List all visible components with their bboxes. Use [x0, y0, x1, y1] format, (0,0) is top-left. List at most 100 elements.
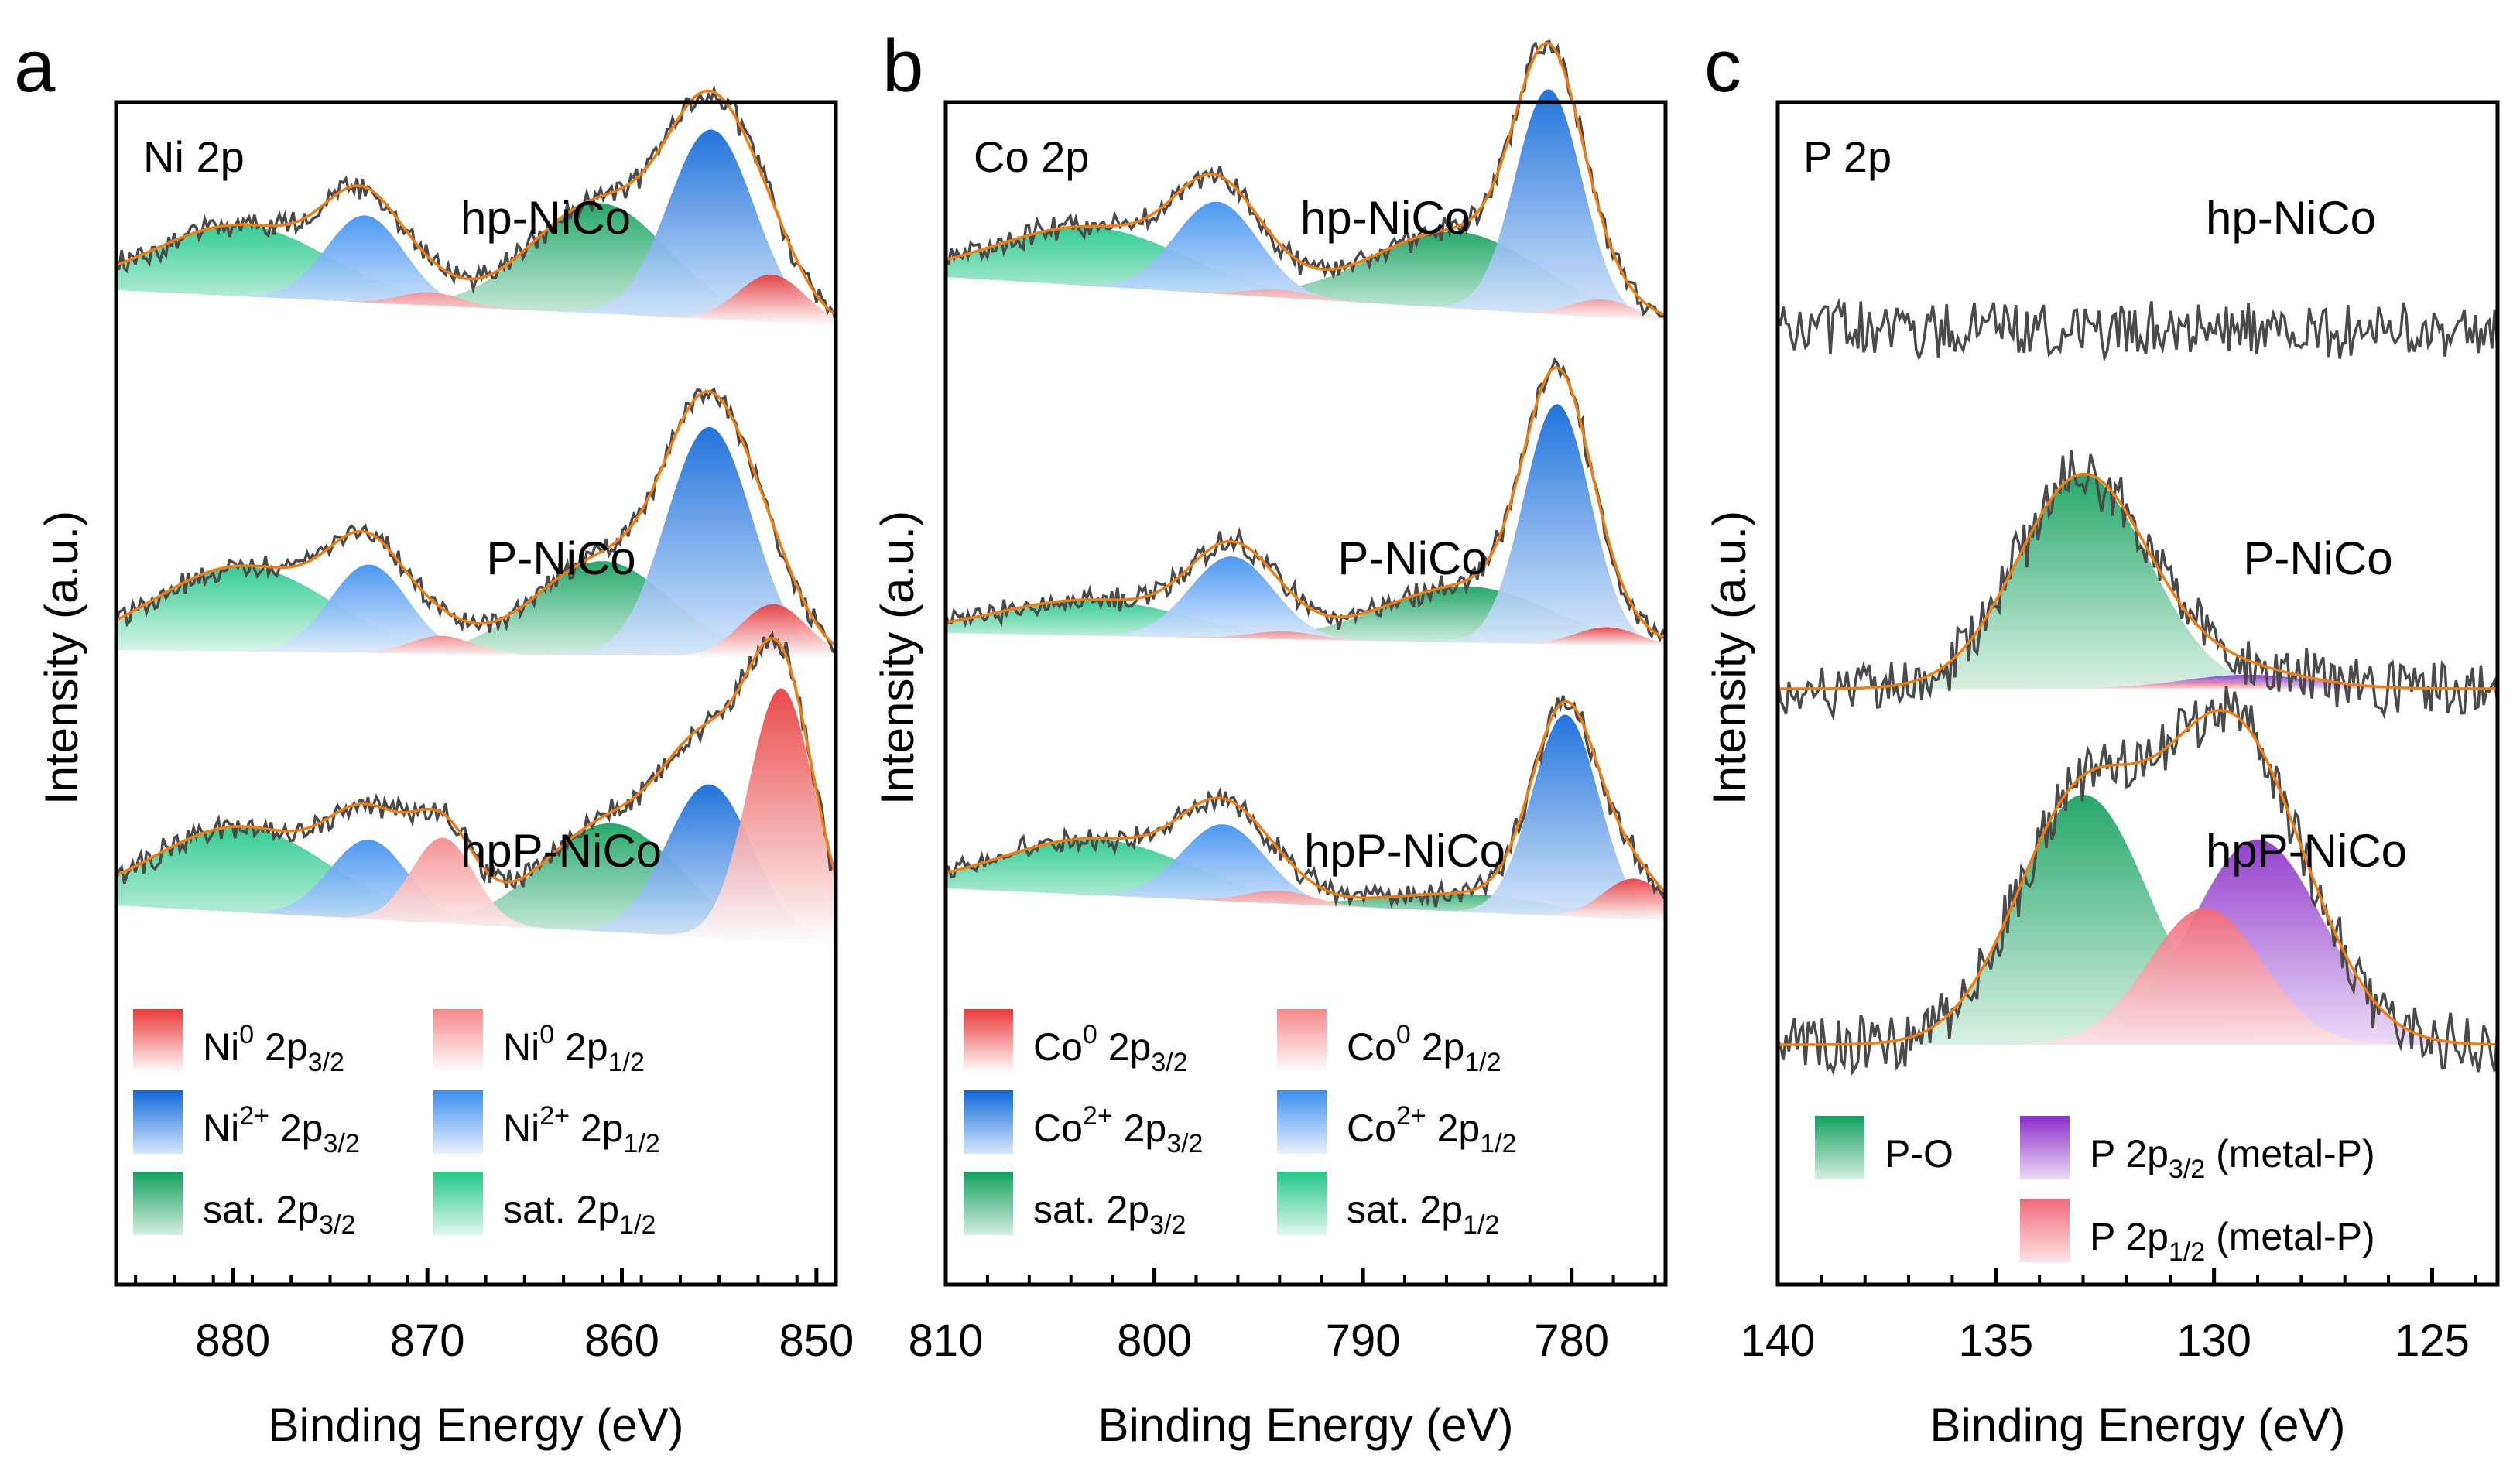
legend-swatch	[964, 1172, 1013, 1235]
x-axis: 880 870 860 850	[134, 1268, 854, 1366]
raw-data-line	[1776, 686, 2499, 1076]
legend-item-ni0-2p3-2: Ni0 2p3/2	[133, 1009, 344, 1077]
legend-item-co2plus-2p1-2: Co2+ 2p1/2	[1277, 1090, 1516, 1158]
legend-item-p-2p1-2-metal-p: P 2p1/2 (metal-P)	[2020, 1199, 2375, 1267]
legend-label: Ni2+ 2p3/2	[203, 1101, 360, 1158]
legend-label: Ni0 2p3/2	[203, 1020, 344, 1077]
panel-b-co2p: b Intensity (a.u.) Co 2p hp-NiCo P-NiCo …	[871, 25, 1668, 1451]
sample-label-hp-nico: hp-NiCo	[1300, 192, 1471, 244]
fit-envelope-line	[1778, 472, 2498, 690]
x-axis: 140 135 130 125	[1741, 1268, 2477, 1366]
raw-data-line	[1776, 297, 2499, 363]
peak-sat-2p1-2	[116, 224, 836, 325]
panel-letter-c: c	[1704, 25, 1741, 108]
legend-item-ni2plus-2p1-2: Ni2+ 2p1/2	[433, 1090, 660, 1158]
tick-label: 860	[584, 1316, 659, 1366]
legend-label: Co0 2p1/2	[1347, 1020, 1501, 1077]
tick-label: 850	[779, 1316, 854, 1366]
legend-label: sat. 2p3/2	[1033, 1188, 1186, 1240]
panel-letter-b: b	[882, 25, 923, 108]
x-axis-label: Binding Energy (eV)	[1930, 1399, 2346, 1451]
panel-title: Co 2p	[974, 132, 1089, 181]
peak-ni0-2p3-2	[116, 274, 836, 325]
tick-label: 810	[909, 1316, 984, 1366]
legend-swatch	[133, 1090, 183, 1154]
peak-ni2plus-2p3-2	[116, 784, 836, 944]
y-axis-label: Intensity (a.u.)	[871, 511, 923, 805]
legend-swatch	[133, 1009, 183, 1073]
tick-label: 780	[1534, 1316, 1609, 1366]
raw-data-line	[944, 357, 1667, 643]
peak-co0-2p3-2	[946, 277, 1666, 321]
legend-label: P-O	[1885, 1132, 1953, 1175]
legend-item-sat-2p1-2: sat. 2p1/2	[433, 1172, 656, 1240]
x-axis-label: Binding Energy (eV)	[269, 1399, 684, 1451]
legend-item-p-o: P-O	[1815, 1116, 1953, 1179]
tick-label: 130	[2176, 1316, 2251, 1366]
legend: Ni0 2p3/2 Ni0 2p1/2 Ni2+ 2p3/2 Ni2+ 2p1/2 sa…	[133, 1009, 660, 1240]
peak-ni0-2p1-2	[116, 290, 836, 325]
spectrum-hp-nico	[944, 39, 1666, 322]
spectrum-p-nico	[1776, 450, 2499, 722]
legend-label: Co2+ 2p3/2	[1033, 1101, 1203, 1158]
legend-swatch	[433, 1172, 483, 1235]
peak-ni0-2p3-2	[116, 688, 836, 944]
sample-label-hp-nico: hp-NiCo	[2206, 192, 2376, 244]
legend-label: P 2p1/2 (metal-P)	[2090, 1215, 2375, 1267]
peak-ni0-2p1-2	[116, 837, 836, 944]
tick-label: 790	[1326, 1316, 1401, 1366]
sample-label-p-nico: P-NiCo	[486, 532, 635, 584]
fit-envelope-line	[115, 390, 837, 647]
peak-sat-2p1-2	[116, 566, 836, 658]
spectrum-hpp-nico	[945, 695, 1667, 921]
peak-p-2p1-2-metal-p	[1778, 682, 2498, 689]
legend-swatch	[1277, 1090, 1327, 1154]
legend-label: Co2+ 2p1/2	[1347, 1101, 1516, 1158]
tick-label: 880	[195, 1316, 270, 1366]
spectrum-hp-nico	[115, 84, 837, 325]
raw-data-line	[1776, 450, 2499, 722]
plot-frame	[114, 100, 838, 1287]
legend-item-sat-2p1-2: sat. 2p1/2	[1277, 1172, 1499, 1240]
peak-p-2p3-2-metal-p	[1778, 839, 2498, 1045]
legend-swatch	[433, 1090, 483, 1154]
fit-envelope-line	[1778, 709, 2498, 1046]
peak-co2plus-2p1-2	[946, 556, 1666, 646]
legend-swatch	[2020, 1116, 2070, 1179]
legend-label: sat. 2p1/2	[1347, 1188, 1499, 1240]
legend-swatch	[1277, 1172, 1327, 1235]
spectrum-p-nico	[944, 357, 1667, 646]
sample-label-p-nico: P-NiCo	[1337, 532, 1487, 584]
peak-p-2p1-2-metal-p	[1778, 908, 2498, 1045]
peak-co2plus-2p3-2	[946, 404, 1666, 646]
peak-ni2plus-2p3-2	[116, 426, 836, 658]
legend-swatch	[2020, 1199, 2070, 1262]
legend-swatch	[964, 1090, 1013, 1154]
legend: Co0 2p3/2 Co0 2p1/2 Co2+ 2p3/2 Co2+ 2p1/2 sa…	[964, 1009, 1516, 1240]
legend-label: Ni0 2p1/2	[503, 1020, 645, 1077]
sample-label-hp-nico: hp-NiCo	[461, 192, 631, 244]
x-axis-label: Binding Energy (eV)	[1098, 1399, 1514, 1451]
peak-co2plus-2p3-2	[946, 89, 1666, 322]
legend-swatch	[1277, 1009, 1327, 1073]
legend-item-p-2p3-2-metal-p: P 2p3/2 (metal-P)	[2020, 1116, 2375, 1184]
legend-item-sat-2p3-2: sat. 2p3/2	[964, 1172, 1186, 1240]
spectrum-hp-nico	[1776, 297, 2499, 363]
legend-label: sat. 2p1/2	[503, 1188, 656, 1240]
peak-ni2plus-2p3-2	[116, 129, 836, 325]
panel-a-ni2p: a Intensity (a.u.) Ni 2p hp-NiCo P-NiCo …	[14, 25, 854, 1451]
legend-item-ni2plus-2p3-2: Ni2+ 2p3/2	[133, 1090, 360, 1158]
legend-swatch	[1815, 1116, 1864, 1179]
peak-co0-2p3-2	[946, 878, 1666, 921]
panel-c-p2p: c Intensity (a.u.) P 2p hp-NiCo P-NiCo h…	[1703, 25, 2500, 1451]
panel-title: Ni 2p	[143, 132, 245, 181]
legend-swatch	[433, 1009, 483, 1073]
plot-area	[944, 39, 1667, 921]
tick-label: 870	[390, 1316, 465, 1366]
legend: P-O P 2p3/2 (metal-P) P 2p1/2 (metal-P)	[1815, 1116, 2375, 1267]
peak-ni0-2p3-2	[116, 604, 836, 658]
sample-label-hpp-nico: hpP-NiCo	[2206, 825, 2407, 877]
legend-label: Ni2+ 2p1/2	[503, 1101, 660, 1158]
legend-swatch	[964, 1009, 1013, 1073]
